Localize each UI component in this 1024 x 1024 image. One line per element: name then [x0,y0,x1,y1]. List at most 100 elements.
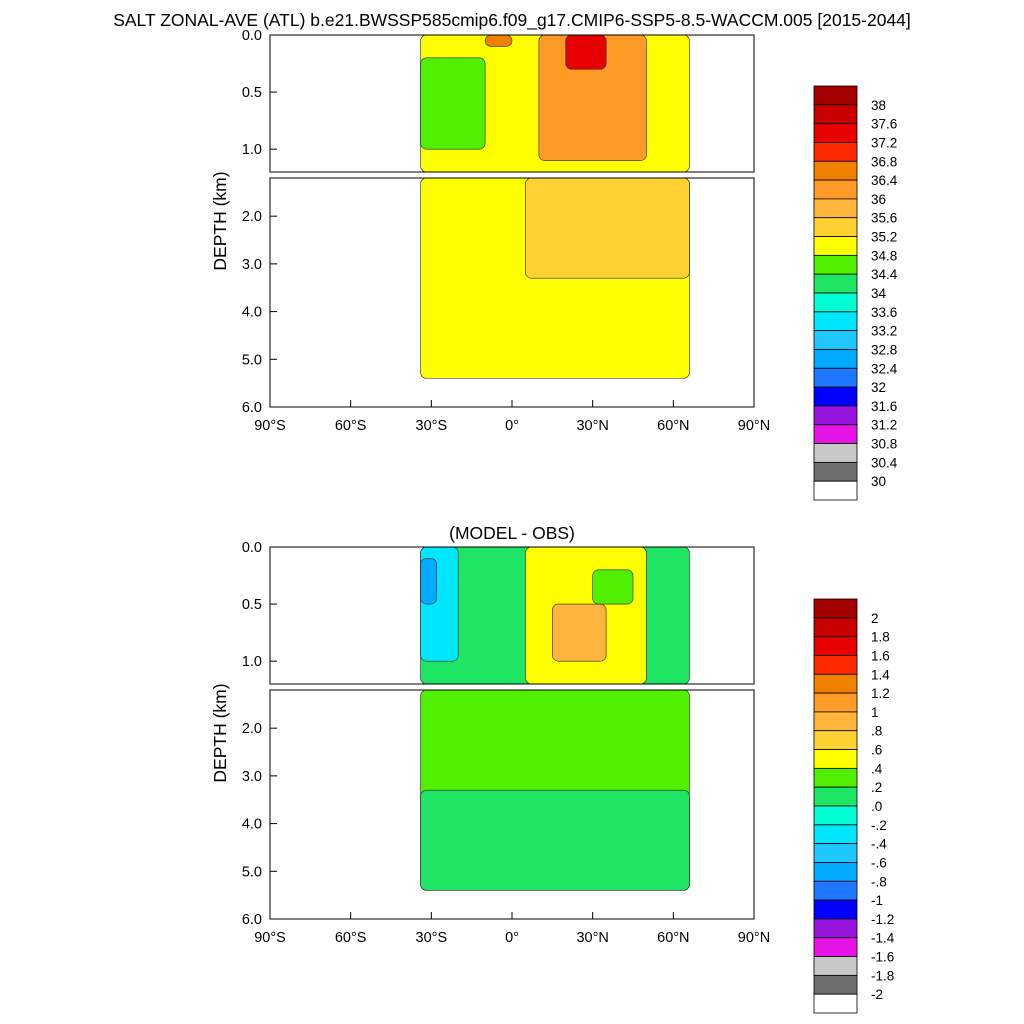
colorbar-label: 36 [871,192,886,207]
salinity-region-6 [592,569,634,605]
colorbar-swatch [813,617,858,638]
colorbar-swatch [813,767,858,788]
colorbar-label: 2 [871,611,879,626]
y-tick-label: 1.0 [242,142,262,158]
colorbar-swatch [813,273,858,294]
salinity-region-4 [565,35,607,70]
x-tick-label: 90°N [738,930,770,946]
colorbar-swatch [813,85,858,106]
colorbar-swatch [813,843,858,863]
colorbar-swatch [813,405,858,426]
colorbar-swatch [813,956,858,976]
colorbar-label: 31.6 [871,399,897,414]
colorbar-swatch [813,386,858,407]
colorbar-swatch [813,673,858,694]
colorbar-swatch [813,160,858,181]
colorbar-swatch [813,974,858,995]
colorbar-swatch [813,480,858,501]
panels: 90°S 60°S 30°S 0° 30°N 60°N 90°N0.00.51.02.03.… [210,28,898,1014]
colorbar-label: -.8 [871,874,887,889]
colorbar-swatch [813,179,858,200]
y-tick-label: 5.0 [242,352,262,368]
colorbar-swatch [813,254,858,275]
y-tick-label: 3.0 [242,257,262,273]
colorbar-label: -1 [871,893,883,908]
colorbar-swatch [813,786,858,807]
y-tick-label: 0.0 [242,28,262,44]
panel-subtitle: (MODEL - OBS) [449,523,575,543]
salinity-region-3 [538,35,647,161]
upper-panel-frame [269,34,755,173]
colorbar-swatch [813,598,858,619]
colorbar-swatch [813,349,858,369]
colorbar-label: 32.8 [871,342,897,357]
x-tick-label: 30°S [416,418,448,434]
colorbar-swatch [813,461,858,482]
colorbar-label: .0 [871,799,882,814]
x-tick-label: 60°S [335,418,367,434]
x-tick-label: 30°N [576,418,608,434]
colorbar-label: 37.2 [871,135,897,150]
colorbar-label: 33.2 [871,324,897,339]
colorbar-swatch [813,217,858,237]
colorbar-swatch [813,899,858,920]
colorbar-label: .6 [871,743,882,758]
x-tick-label: 60°N [657,930,689,946]
colorbar-swatch [813,918,858,939]
salinity-region-8 [420,789,690,891]
colorbar-label: -1.6 [871,950,894,965]
x-tick-label: 60°S [335,930,367,946]
upper-panel-frame [269,546,755,685]
colorbar-swatch [813,104,858,125]
colorbar-label: 1.2 [871,686,890,701]
y-tick-label: 5.0 [242,864,262,880]
colorbar-swatch [813,749,858,769]
x-tick-label: 30°S [416,930,448,946]
colorbar-label: 1 [871,705,879,720]
colorbar-label: 1.4 [871,667,890,682]
colorbar-label: 33.6 [871,305,897,320]
x-tick-label: 90°S [254,418,286,434]
colorbar-swatch [813,636,858,656]
colorbar-swatch [813,123,858,143]
x-tick-label: 30°N [576,930,608,946]
colorbar-label: -2 [871,987,883,1002]
x-tick-label: 90°N [738,418,770,434]
colorbar-label: .8 [871,724,882,739]
colorbar-label: 30.8 [871,437,897,452]
salinity-region-5 [484,35,513,47]
y-tick-label: 6.0 [242,912,262,928]
colorbar-label: -1.8 [871,968,894,983]
salinity-region-3 [420,558,438,605]
y-tick-label: 6.0 [242,400,262,416]
salinity-region-2 [420,57,486,150]
colorbar-label: -1.4 [871,931,895,946]
colorbar-swatch [813,311,858,332]
colorbar-label: -.4 [871,837,887,852]
colorbar-label: 38 [871,98,886,113]
colorbar-label: 32 [871,380,886,395]
chart-panel-2: (MODEL - OBS) 90°S 60°S 30°S 0° 30°N 60°N 90°N 0… [210,523,895,1014]
y-tick-label: 0.5 [242,85,262,101]
salinity-region-7 [525,178,690,279]
colorbar-label: 36.8 [871,154,897,169]
colorbar: 38 37.6 37.2 36.8 36.4 36 35.6 35.2 34.8 34.4 34 33… [813,85,898,501]
y-tick-label: 0.0 [242,540,262,556]
colorbar-swatch [813,198,858,219]
colorbar-label: 30 [871,474,886,489]
x-tick-label: 0° [505,418,519,434]
colorbar-swatch [813,330,858,350]
salinity-region-5 [552,603,607,662]
colorbar-label: -1.2 [871,912,894,927]
colorbar-label: .2 [871,780,882,795]
y-tick-label: 3.0 [242,769,262,785]
colorbar-label: 36.4 [871,173,898,188]
y-tick-label: 2.0 [242,721,262,737]
colorbar-swatch [813,692,858,713]
y-tick-label: 0.5 [242,597,262,613]
colorbar-swatch [813,862,858,882]
colorbar-label: 34.4 [871,267,898,282]
colorbar-label: 34 [871,286,887,301]
colorbar-label: 1.6 [871,648,890,663]
